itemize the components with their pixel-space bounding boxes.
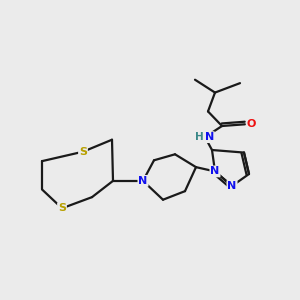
Text: O: O [247,119,256,129]
Text: N: N [210,167,220,176]
Text: N: N [227,181,237,191]
Text: N: N [138,176,148,186]
Text: S: S [58,203,66,213]
Text: H: H [196,132,204,142]
Text: N: N [205,132,214,142]
Text: S: S [79,147,87,157]
